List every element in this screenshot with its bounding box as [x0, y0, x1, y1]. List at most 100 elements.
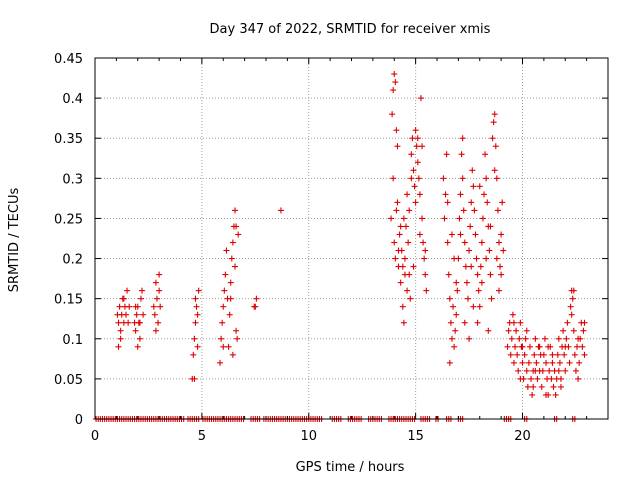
data-point: [116, 303, 123, 310]
data-point: [448, 231, 455, 238]
data-point: [479, 215, 486, 222]
data-point: [567, 303, 574, 310]
data-point: [486, 247, 493, 254]
data-point: [478, 239, 485, 246]
data-point: [410, 167, 417, 174]
data-point: [514, 351, 521, 358]
data-point: [467, 223, 474, 230]
data-point: [485, 327, 492, 334]
data-point: [445, 271, 452, 278]
data-point: [539, 367, 546, 374]
data-point: [532, 367, 539, 374]
data-point: [415, 175, 422, 182]
data-point: [464, 295, 471, 302]
data-point: [156, 287, 163, 294]
data-point: [491, 167, 498, 174]
data-point: [126, 303, 133, 310]
data-point: [532, 335, 539, 342]
data-points: [93, 71, 588, 422]
data-point: [466, 335, 473, 342]
data-point: [554, 351, 561, 358]
data-point: [498, 271, 505, 278]
data-point: [391, 239, 398, 246]
data-point: [568, 311, 575, 318]
data-point: [569, 295, 576, 302]
data-point: [390, 175, 397, 182]
data-point: [452, 327, 459, 334]
data-point: [229, 239, 236, 246]
data-point: [512, 343, 519, 350]
data-point: [463, 279, 470, 286]
data-point: [572, 367, 579, 374]
data-point: [400, 215, 407, 222]
data-point: [414, 135, 421, 142]
data-point: [509, 311, 516, 318]
data-point: [190, 351, 197, 358]
data-point: [457, 191, 464, 198]
data-point: [489, 135, 496, 142]
y-tick-label: 0.45: [54, 52, 83, 67]
data-point: [575, 335, 582, 342]
y-tick-label: 0.3: [62, 172, 83, 187]
data-point: [519, 343, 526, 350]
data-point: [443, 151, 450, 158]
data-point: [472, 231, 479, 238]
y-tick-label: 0.05: [54, 373, 83, 388]
data-point: [395, 247, 402, 254]
data-point: [560, 327, 567, 334]
y-tick-label: 0.4: [62, 92, 83, 107]
data-point: [493, 255, 500, 262]
data-point: [495, 239, 502, 246]
data-point: [389, 111, 396, 118]
data-point: [555, 367, 562, 374]
data-point: [474, 319, 481, 326]
data-point: [566, 359, 573, 366]
data-point: [405, 239, 412, 246]
data-point: [563, 335, 570, 342]
data-point: [476, 183, 483, 190]
data-point: [534, 375, 541, 382]
data-point: [550, 383, 557, 390]
data-point: [157, 303, 164, 310]
data-point: [451, 343, 458, 350]
data-point: [468, 199, 475, 206]
data-point: [115, 319, 122, 326]
data-point: [151, 311, 158, 318]
data-point: [461, 319, 468, 326]
data-point: [422, 247, 429, 254]
data-point: [481, 191, 488, 198]
data-point: [453, 279, 460, 286]
data-point: [561, 351, 568, 358]
data-point: [543, 391, 550, 398]
data-point: [392, 255, 399, 262]
chart-title: Day 347 of 2022, SRMTID for receiver xmi…: [210, 22, 491, 37]
data-point: [469, 167, 476, 174]
data-point: [555, 335, 562, 342]
data-point: [574, 343, 581, 350]
data-point: [529, 391, 536, 398]
data-point: [233, 327, 240, 334]
tick-layer: 0 5 10 15 20 0 0.05 0.1 0.15 0.2 0.25 0.3 0.35 0.4 0.4…: [54, 52, 608, 444]
data-point: [581, 351, 588, 358]
data-point: [448, 335, 455, 342]
y-tick-label: 0.15: [54, 293, 83, 308]
data-point: [543, 359, 550, 366]
data-point: [153, 295, 160, 302]
data-point: [548, 375, 555, 382]
data-point: [140, 311, 147, 318]
data-point: [232, 263, 239, 270]
data-point: [478, 279, 485, 286]
data-point: [530, 383, 537, 390]
data-point: [218, 335, 225, 342]
data-point: [545, 343, 552, 350]
data-point: [570, 327, 577, 334]
data-point: [226, 311, 233, 318]
data-point: [524, 383, 531, 390]
data-point: [222, 271, 229, 278]
data-point: [562, 343, 569, 350]
data-point: [549, 359, 556, 366]
data-point: [507, 351, 514, 358]
data-point: [132, 303, 139, 310]
data-point: [416, 191, 423, 198]
data-point: [549, 351, 556, 358]
